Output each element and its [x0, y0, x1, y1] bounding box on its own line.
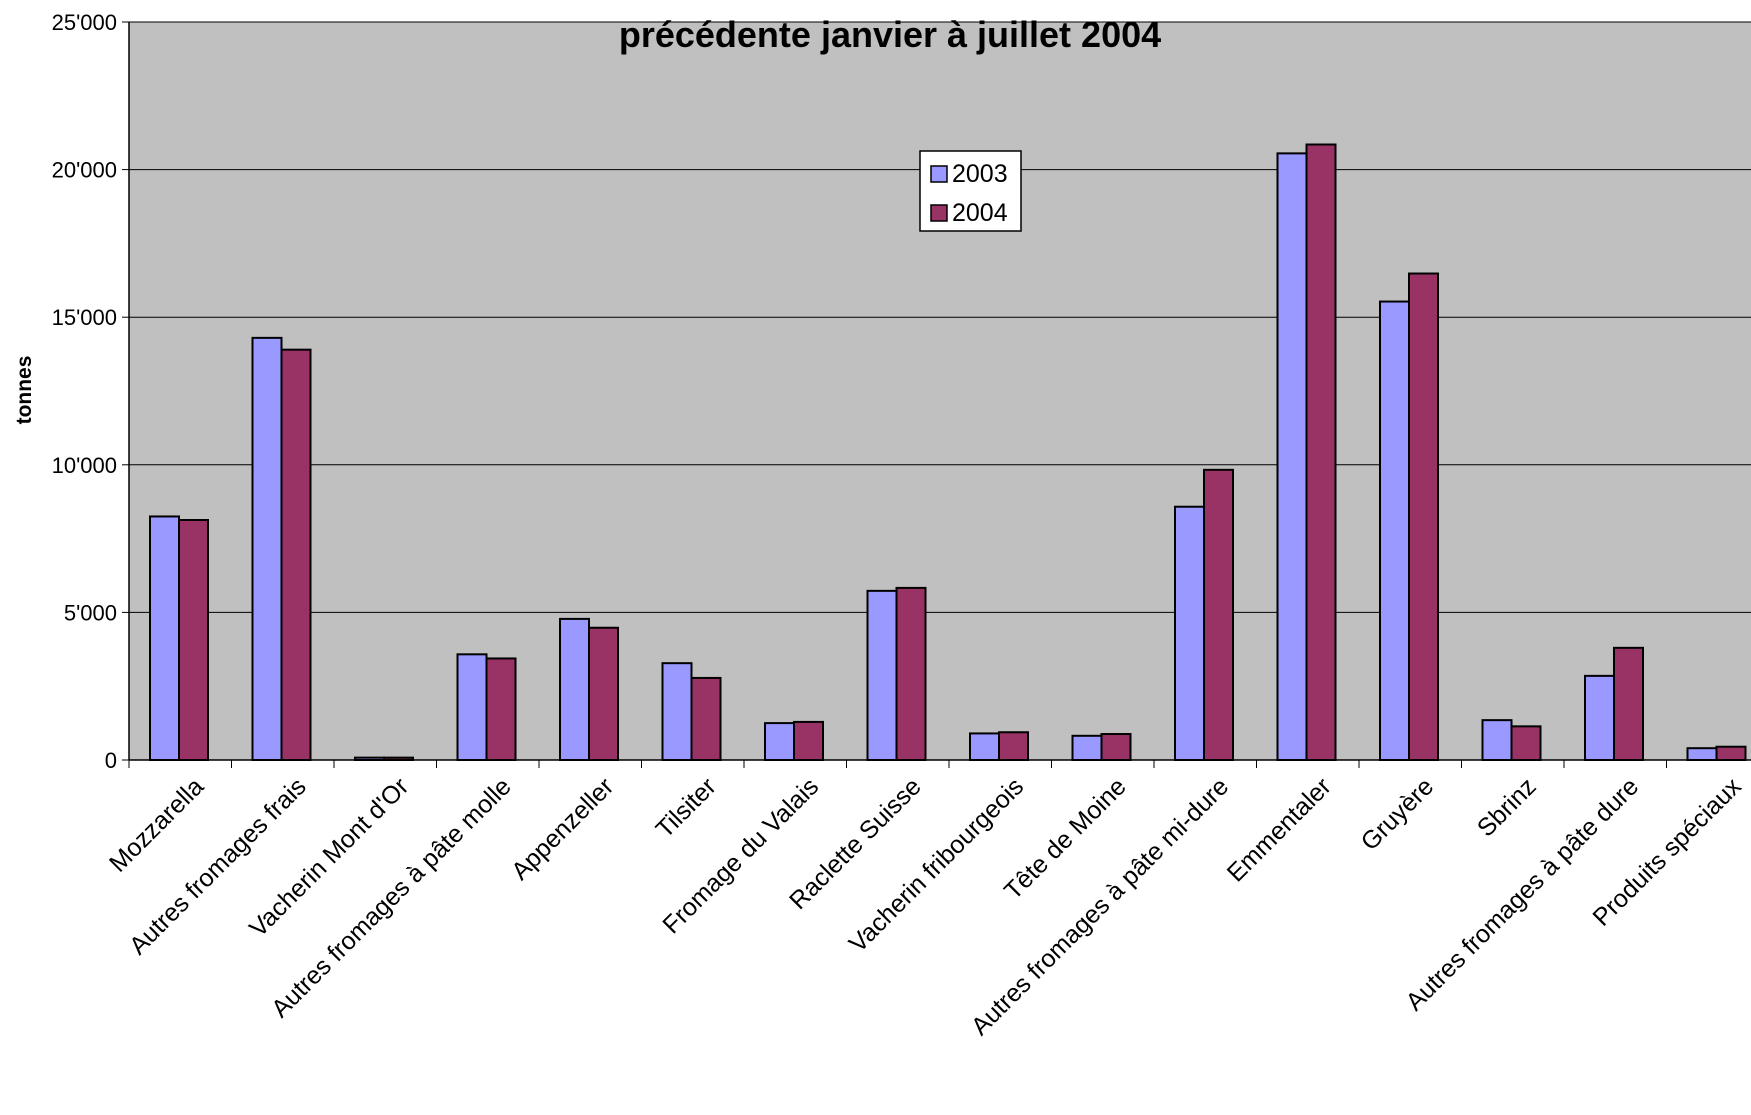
bar-2004	[895, 586, 927, 761]
x-tick-label: Vacherin fribourgeois	[844, 772, 1030, 958]
bar-2003	[559, 617, 590, 762]
bar-2004	[1100, 733, 1132, 761]
x-tick-label: Sbrinz	[1472, 772, 1542, 842]
chart-title: précédente janvier à juillet 2004	[619, 14, 1161, 55]
y-tick-label: 0	[105, 748, 117, 773]
x-tick-label: Appenzeller	[506, 772, 619, 885]
legend-label: 2003	[952, 160, 1008, 188]
bar-2004	[588, 626, 619, 762]
bar-2003	[1379, 300, 1410, 761]
bar-2003	[866, 589, 898, 761]
y-tick-label: 25'000	[52, 10, 117, 35]
bar-2003	[1071, 734, 1103, 761]
bar-2003	[456, 653, 488, 762]
legend: 2003 2004	[919, 150, 1022, 232]
x-tick-label: Autres fromages frais	[124, 772, 312, 960]
bar-2004	[793, 720, 824, 761]
y-tick-label: 5'000	[64, 600, 117, 625]
bar-2003	[764, 722, 795, 761]
bar-2003	[1276, 152, 1308, 761]
x-tick-label: Emmentaler	[1222, 772, 1337, 887]
bar-2003	[1174, 505, 1205, 762]
y-tick-label: 10'000	[52, 453, 117, 478]
bar-2004	[1613, 646, 1644, 761]
bar-2003	[1584, 674, 1615, 761]
x-tick-label: Tilsiter	[651, 772, 722, 843]
y-tick-labels: 0 5'000 10'000 15'000 20'000 25'000	[52, 10, 117, 773]
y-axis-label: tonnes	[13, 356, 36, 425]
bar-2004	[178, 519, 209, 761]
x-tick-label: Mozzarella	[104, 772, 209, 877]
x-tick-label: Gruyère	[1356, 772, 1440, 856]
bar-2004	[1715, 745, 1747, 762]
bar-2003	[969, 732, 1000, 762]
axes	[122, 21, 1751, 768]
bar-2003	[1481, 719, 1513, 762]
bar-2003	[251, 336, 283, 761]
legend-swatch	[930, 204, 948, 222]
plot-area	[129, 22, 1751, 760]
bar-2004	[998, 731, 1029, 762]
bar-2004	[1305, 143, 1337, 761]
bar-2004	[1510, 725, 1542, 762]
y-tick-label: 20'000	[52, 158, 117, 183]
bar-2004	[280, 348, 312, 761]
legend-label: 2004	[952, 199, 1008, 227]
legend-swatch	[930, 165, 948, 183]
bar-2003	[1686, 747, 1718, 762]
bar-2004	[1203, 468, 1234, 761]
bar-2004	[690, 676, 722, 761]
y-tick-label: 15'000	[52, 305, 117, 330]
bar-2004	[1408, 272, 1439, 761]
bar-2004	[485, 657, 517, 761]
bar-2003	[661, 662, 693, 761]
bar-2003	[149, 515, 180, 762]
